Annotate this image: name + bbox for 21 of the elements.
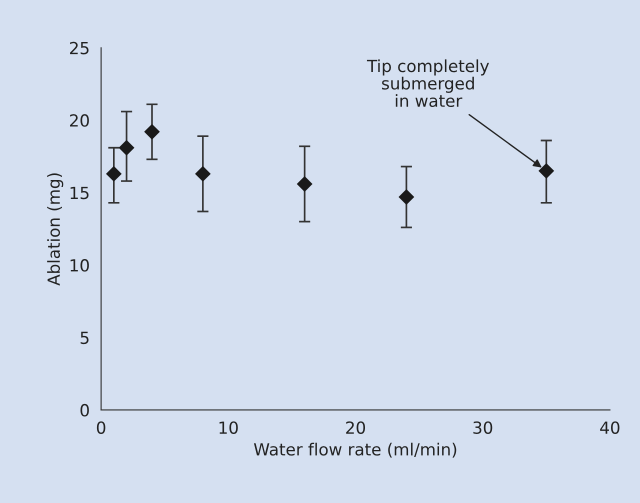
y-tick-label: 5 xyxy=(80,332,89,344)
x-tick-label: 40 xyxy=(600,421,620,434)
x-tick-label: 30 xyxy=(473,421,492,434)
x-tick-label: 0 xyxy=(96,421,106,434)
point xyxy=(398,189,414,205)
x-tick-label: 20 xyxy=(346,421,366,434)
y-tick-label: 25 xyxy=(70,42,89,54)
point xyxy=(297,176,312,192)
x-axis-title: Water flow rate (ml/min) xyxy=(254,442,456,458)
y-tick-label: 0 xyxy=(80,404,89,417)
y-tick-label: 10 xyxy=(70,259,89,272)
point xyxy=(195,166,210,182)
point xyxy=(144,124,160,140)
annotation: Tip completely submerged in water xyxy=(366,59,490,108)
y-tick-label: 15 xyxy=(70,186,89,200)
point xyxy=(538,163,554,178)
point xyxy=(106,166,122,182)
point xyxy=(118,140,134,156)
x-tick-label: 10 xyxy=(220,421,238,434)
y-axis-title: Ablation (mg) xyxy=(47,173,64,286)
y-tick-label: 20 xyxy=(70,114,89,127)
